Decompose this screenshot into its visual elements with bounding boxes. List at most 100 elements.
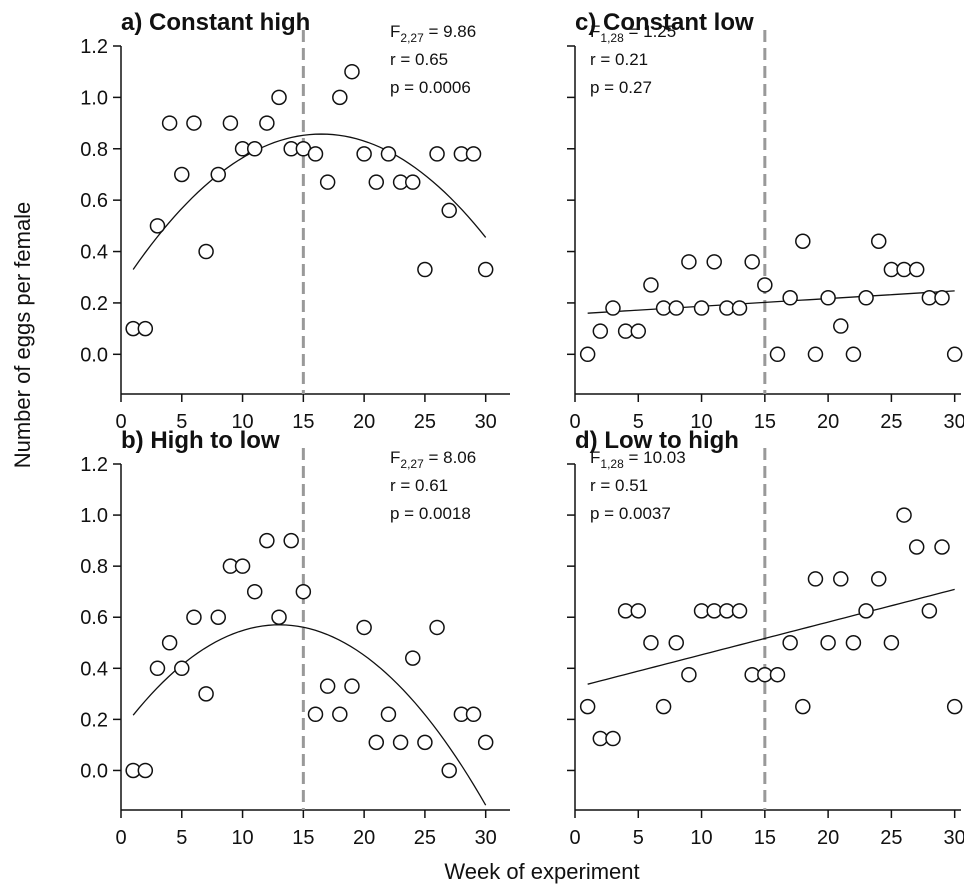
fit-line (587, 588, 955, 685)
x-tick-label: 30 (944, 411, 964, 433)
data-point (234, 558, 251, 574)
r-value: r = 0.65 (390, 50, 448, 69)
data-point (934, 539, 950, 555)
data-point (307, 706, 324, 723)
x-tick-label: 0 (115, 827, 126, 849)
data-point (896, 261, 912, 278)
data-point (643, 277, 659, 293)
data-point (719, 603, 735, 619)
data-point (356, 146, 372, 162)
stats-annotation: F2,27 = 9.86 r = 0.65 p = 0.0006 (390, 22, 476, 97)
data-point (368, 734, 385, 751)
data-point (681, 254, 697, 270)
data-point (807, 346, 824, 363)
data-point (380, 706, 397, 723)
x-tick-label: 25 (880, 827, 902, 849)
data-point (465, 706, 482, 723)
data-point (246, 141, 263, 157)
data-point (477, 261, 494, 278)
x-tick-label: 25 (414, 827, 436, 849)
data-point (307, 146, 324, 162)
x-tick-label: 10 (231, 411, 253, 433)
x-tick-label: 5 (176, 411, 187, 433)
data-point (643, 635, 659, 651)
y-tick-label: 0.8 (80, 139, 108, 161)
data-point (417, 734, 433, 751)
data-point (883, 635, 900, 651)
data-point (630, 323, 647, 339)
data-point (319, 678, 336, 694)
x-tick-label: 5 (633, 827, 644, 849)
data-point (833, 571, 849, 587)
y-tick-label: 0.4 (80, 658, 108, 680)
data-point (820, 290, 836, 306)
data-point (222, 115, 239, 131)
data-point (870, 233, 887, 250)
data-point (896, 507, 912, 523)
data-point (883, 261, 900, 278)
x-tick-label: 15 (292, 827, 314, 849)
y-axis-label: Number of eggs per female (10, 202, 35, 469)
y-tick-label: 1.0 (80, 87, 108, 109)
x-tick-label: 25 (880, 411, 902, 433)
data-point (295, 583, 312, 600)
data-point (820, 635, 836, 651)
data-point (744, 254, 760, 270)
x-tick-label: 20 (353, 411, 375, 433)
data-point (693, 603, 710, 619)
data-point (946, 346, 963, 363)
data-point (579, 698, 596, 715)
p-value: p = 0.0018 (390, 504, 471, 523)
data-point (769, 346, 786, 363)
data-point (198, 243, 214, 260)
data-point (579, 346, 596, 363)
x-tick-label: 15 (754, 827, 776, 849)
x-tick-label: 0 (569, 411, 580, 433)
data-point (344, 63, 360, 80)
data-point (782, 290, 798, 306)
data-point (795, 233, 811, 250)
p-value: p = 0.0006 (390, 78, 471, 97)
data-point (757, 277, 773, 293)
y-tick-label: 0.2 (80, 709, 108, 731)
data-point (655, 698, 672, 715)
data-point (858, 603, 874, 619)
data-point (946, 698, 963, 715)
data-point (921, 290, 938, 306)
f-statistic: F1,28 = 1.25 (590, 22, 676, 45)
r-value: r = 0.61 (390, 476, 448, 495)
x-tick-label: 15 (292, 411, 314, 433)
data-point (405, 650, 421, 666)
x-tick-label: 10 (231, 827, 253, 849)
data-point (934, 290, 950, 306)
data-point (441, 202, 457, 219)
data-point (617, 603, 634, 619)
data-point (429, 619, 445, 636)
data-point (655, 300, 672, 316)
x-tick-label: 30 (944, 827, 964, 849)
data-point (161, 635, 178, 651)
y-tick-label: 1.0 (80, 505, 108, 527)
y-tick-label: 0.6 (80, 190, 108, 212)
data-point (174, 660, 190, 677)
f-statistic: F2,27 = 9.86 (390, 22, 476, 45)
data-point (731, 300, 748, 316)
data-point (592, 323, 609, 339)
data-point (356, 619, 372, 636)
panel-title: a) Constant high (121, 9, 310, 36)
data-point (392, 734, 409, 751)
p-value: p = 0.0037 (590, 504, 671, 523)
x-tick-label: 20 (353, 827, 375, 849)
data-point (344, 678, 360, 694)
data-point (149, 218, 166, 234)
data-point (795, 698, 811, 715)
data-point (271, 609, 287, 625)
data-point (908, 261, 925, 278)
data-point (137, 762, 154, 779)
data-point (706, 254, 722, 270)
data-point (283, 532, 299, 549)
data-point (757, 666, 773, 683)
data-point (617, 323, 634, 339)
data-point (319, 174, 336, 190)
